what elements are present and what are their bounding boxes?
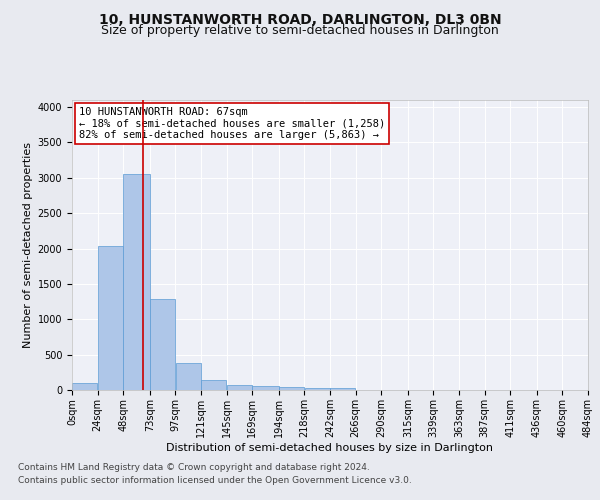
Bar — [98, 246, 123, 390]
Text: 10, HUNSTANWORTH ROAD, DARLINGTON, DL3 0BN: 10, HUNSTANWORTH ROAD, DARLINGTON, DL3 0… — [98, 12, 502, 26]
Bar — [176, 364, 201, 390]
Text: Contains HM Land Registry data © Crown copyright and database right 2024.: Contains HM Land Registry data © Crown c… — [18, 462, 370, 471]
Y-axis label: Number of semi-detached properties: Number of semi-detached properties — [23, 142, 34, 348]
X-axis label: Distribution of semi-detached houses by size in Darlington: Distribution of semi-detached houses by … — [167, 442, 493, 452]
Text: Contains public sector information licensed under the Open Government Licence v3: Contains public sector information licen… — [18, 476, 412, 485]
Bar — [253, 386, 278, 390]
Bar — [279, 387, 304, 390]
Bar — [330, 388, 355, 390]
Bar — [227, 384, 252, 390]
Text: 10 HUNSTANWORTH ROAD: 67sqm
← 18% of semi-detached houses are smaller (1,258)
82: 10 HUNSTANWORTH ROAD: 67sqm ← 18% of sem… — [79, 107, 385, 140]
Bar — [201, 380, 226, 390]
Bar — [150, 299, 175, 390]
Bar — [124, 174, 149, 390]
Bar — [72, 383, 97, 390]
Text: Size of property relative to semi-detached houses in Darlington: Size of property relative to semi-detach… — [101, 24, 499, 37]
Bar — [305, 388, 330, 390]
